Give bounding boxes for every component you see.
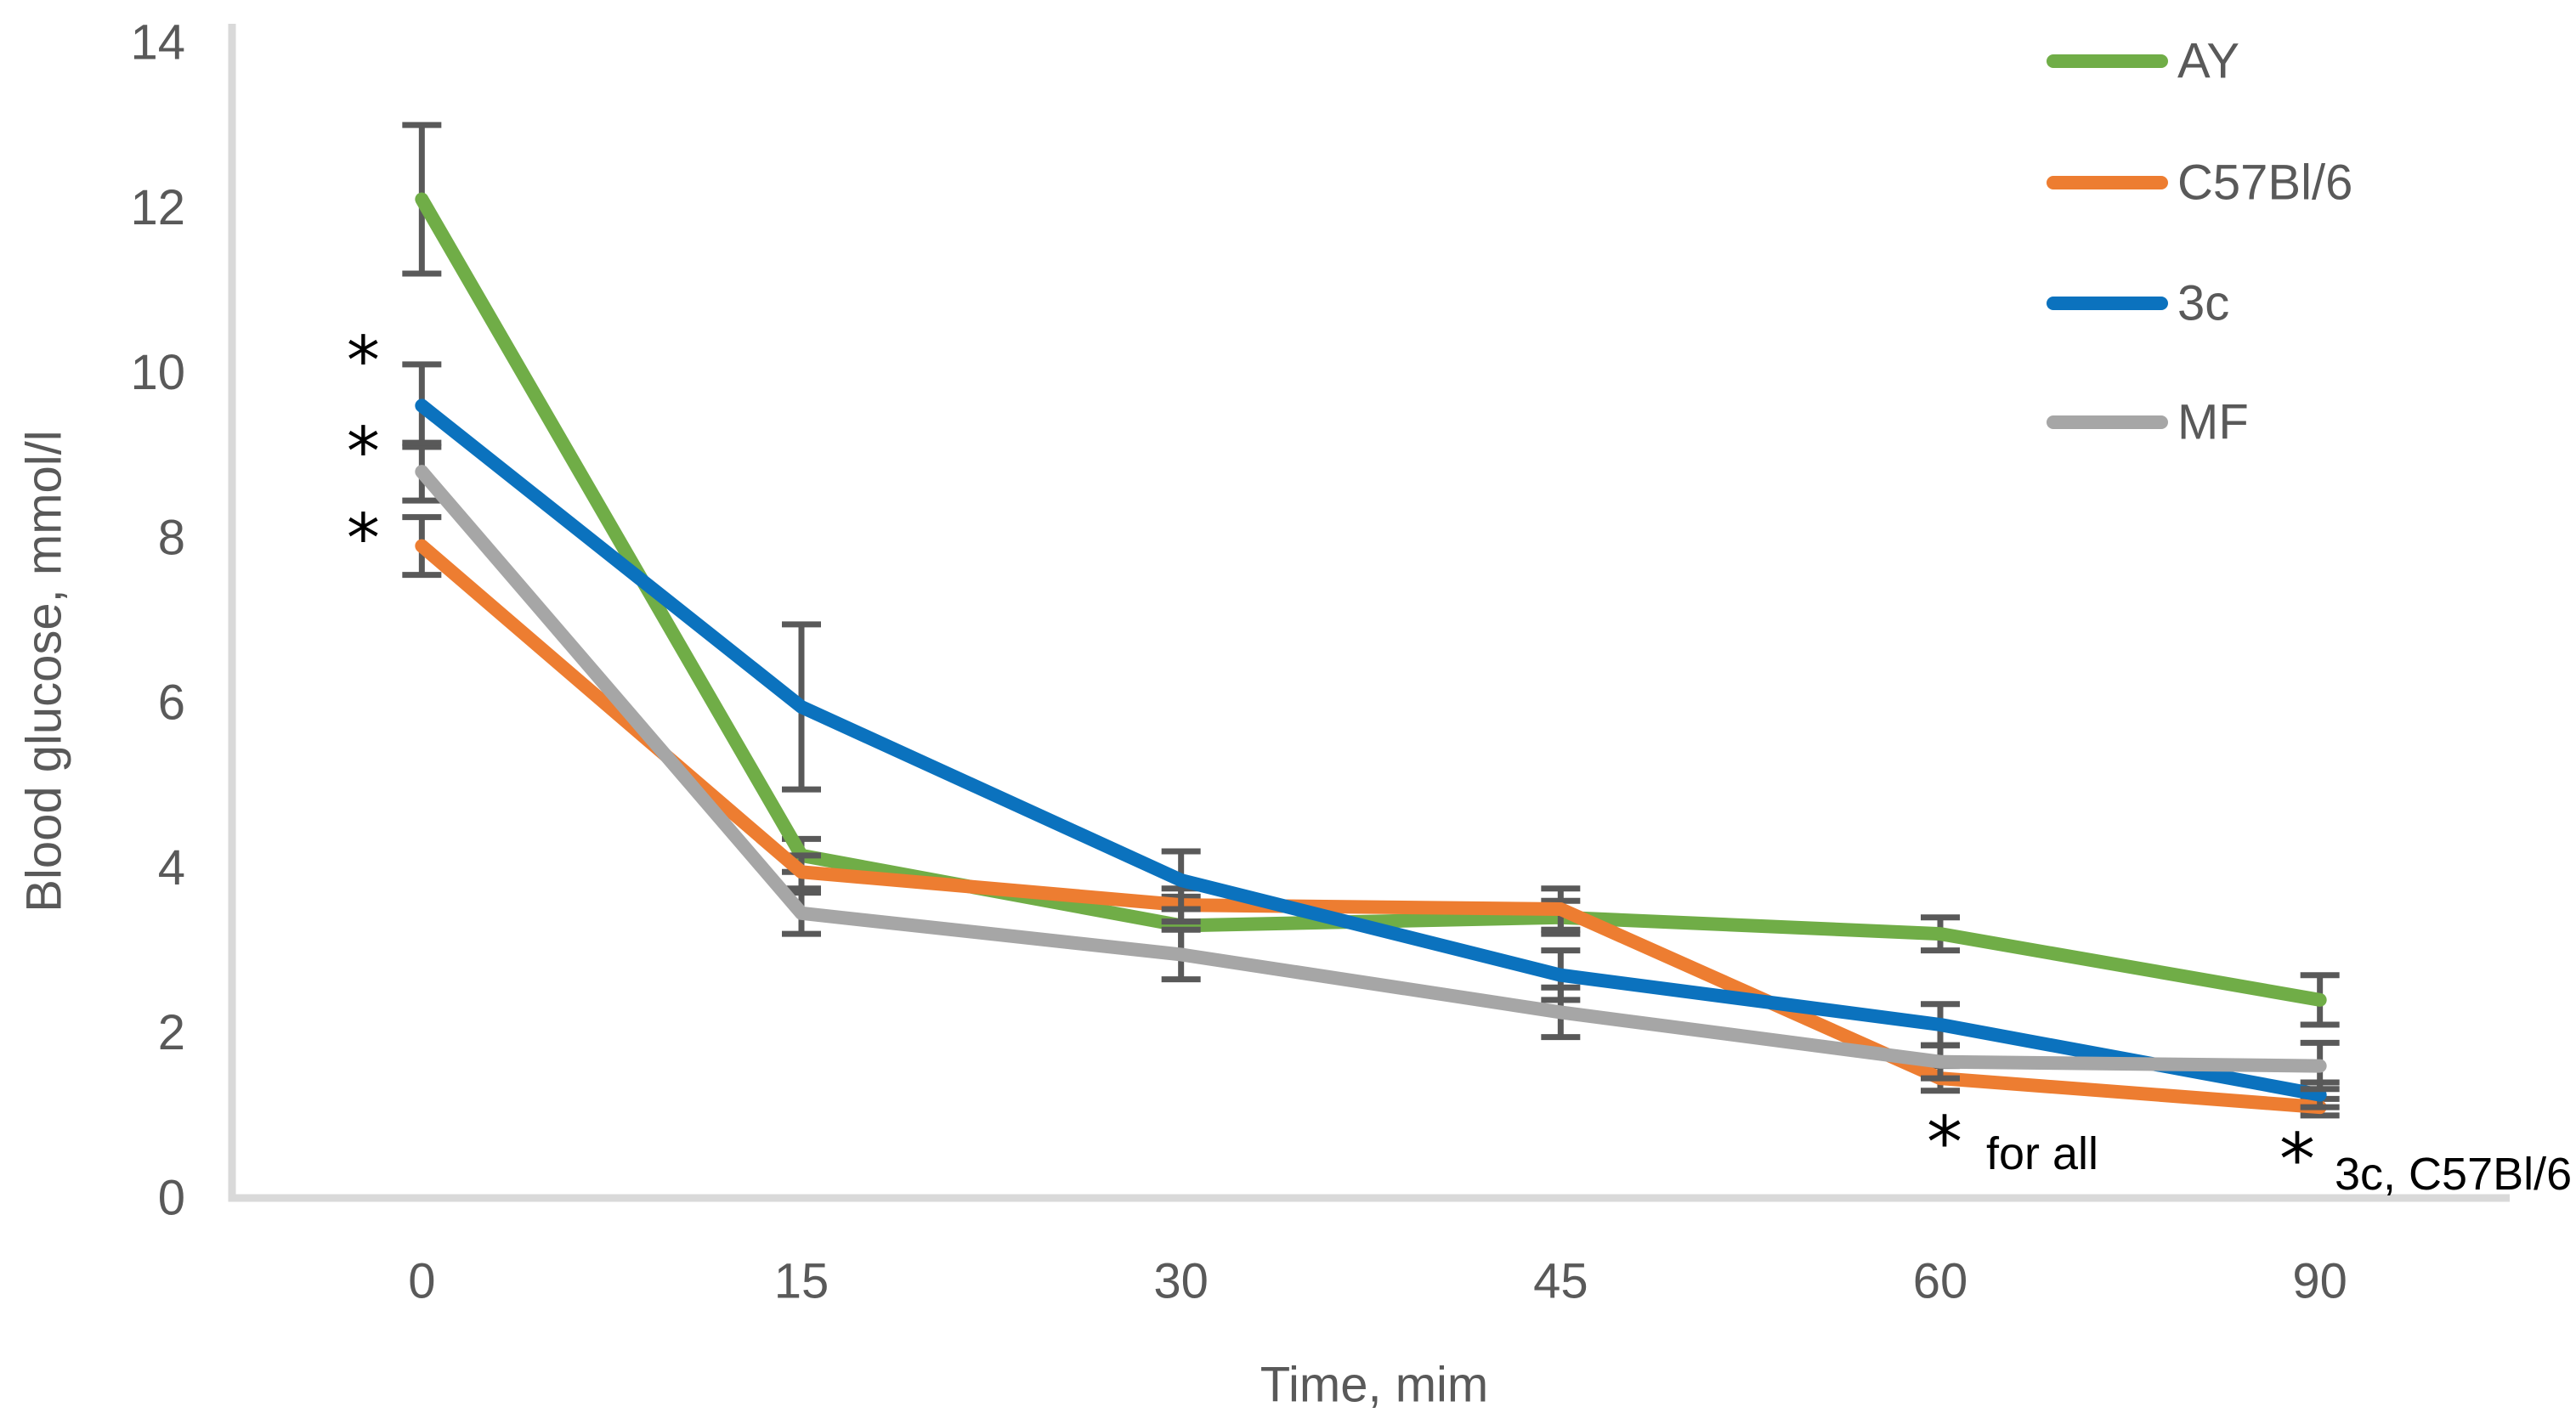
series-line <box>415 192 2327 1007</box>
y-tick-label: 2 <box>158 1005 185 1060</box>
y-axis-title: Blood glucose, mmol/l <box>16 430 72 913</box>
note-text: for all <box>1986 1128 2099 1179</box>
y-tick-label: 10 <box>130 345 185 400</box>
series-c57bl-6 <box>402 514 2340 1119</box>
x-tick-label: 60 <box>1913 1254 1968 1309</box>
series-ay <box>402 121 2340 1028</box>
legend-label: C57Bl/6 <box>2177 155 2353 211</box>
note-text: 3c, C57Bl/6 <box>2335 1149 2573 1200</box>
significance-asterisk: * <box>346 500 380 578</box>
legend-label: MF <box>2177 394 2249 450</box>
series-3c <box>402 361 2340 1110</box>
x-tick-label: 45 <box>1533 1254 1588 1309</box>
y-tick-label: 0 <box>158 1171 185 1226</box>
y-tick-label: 6 <box>158 675 185 731</box>
series-line <box>415 539 2327 1115</box>
x-tick-label: 15 <box>774 1254 829 1309</box>
series-mf <box>402 439 2340 1093</box>
legend-label: AY <box>2177 33 2240 89</box>
x-tick-label: 90 <box>2292 1254 2347 1309</box>
y-tick-label: 4 <box>158 840 185 896</box>
y-tick-label: 8 <box>158 510 185 565</box>
legend-swatch-ay <box>2047 54 2168 68</box>
note-asterisk: * <box>2279 1117 2315 1201</box>
y-tick-label: 14 <box>130 15 185 71</box>
significance-asterisk: * <box>346 323 380 400</box>
legend-label: 3c <box>2177 275 2230 331</box>
series-line <box>415 465 2327 1073</box>
significance-asterisk: * <box>346 414 380 491</box>
note-asterisk: * <box>1927 1100 1962 1184</box>
y-tick-label: 12 <box>130 180 185 235</box>
x-axis-title: Time, mim <box>1260 1357 1489 1413</box>
series-line <box>415 398 2327 1102</box>
x-tick-label: 0 <box>408 1254 435 1309</box>
legend-swatch-3c <box>2047 297 2168 310</box>
x-tick-label: 30 <box>1153 1254 1209 1309</box>
axis-frame <box>228 24 2510 1202</box>
legend-swatch-c57bl-6 <box>2047 176 2168 189</box>
legend-swatch-mf <box>2047 415 2168 429</box>
